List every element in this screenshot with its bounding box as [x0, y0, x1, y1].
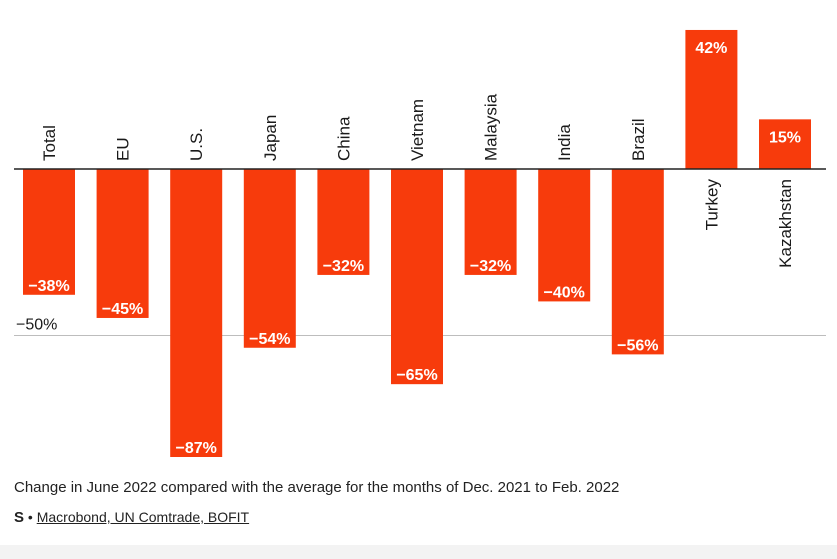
value-label-india: −40% [544, 284, 585, 301]
category-label-japan: Japan [261, 115, 280, 161]
category-label-us: U.S. [187, 128, 206, 161]
bar-china [317, 169, 370, 275]
category-label-kazakhstan: Kazakhstan [776, 179, 795, 268]
category-label-china: China [334, 116, 353, 161]
source-line: S • Macrobond, UN Comtrade, BOFIT [14, 509, 249, 526]
source-link[interactable]: Macrobond, UN Comtrade, BOFIT [36, 509, 250, 525]
category-label-brazil: Brazil [629, 118, 648, 161]
value-label-total: −38% [28, 278, 69, 295]
bar-india [538, 169, 591, 302]
bar-turkey [685, 29, 738, 170]
bar-malaysia [464, 169, 517, 275]
bar-japan [243, 169, 296, 348]
bar-vietnam [391, 169, 443, 385]
category-label-total: Total [40, 125, 59, 161]
reference-line-label: −50% [16, 317, 57, 334]
chart-card: −50% Total −38% EU −45% U.S. −87% Japan −54% Chin… [0, 0, 837, 545]
value-label-china: −32% [323, 258, 364, 275]
bar-eu [96, 169, 149, 318]
category-label-vietnam: Vietnam [408, 99, 427, 161]
category-label-india: India [555, 124, 574, 161]
category-label-turkey: Turkey [702, 179, 721, 231]
bar-total [23, 169, 75, 295]
value-label-eu: −45% [102, 301, 143, 318]
category-label-eu: EU [114, 137, 133, 161]
bar-chart: −50% Total −38% EU −45% U.S. −87% Japan −54% Chin… [14, 29, 826, 457]
bar-kazakhstan [759, 119, 811, 169]
bar-brazil [611, 169, 664, 355]
value-label-malaysia: −32% [470, 258, 511, 275]
bar-us [170, 169, 223, 457]
value-label-japan: −54% [249, 331, 290, 348]
value-label-turkey: 42% [695, 40, 727, 57]
value-label-kazakhstan: 15% [769, 129, 801, 146]
source-logo-icon: S [14, 509, 25, 526]
value-label-vietnam: −65% [396, 367, 437, 384]
value-label-brazil: −56% [617, 337, 658, 354]
value-label-us: −87% [176, 440, 217, 457]
category-label-malaysia: Malaysia [482, 93, 501, 161]
chart-note: Change in June 2022 compared with the av… [14, 479, 620, 496]
source-separator: • [27, 509, 33, 525]
